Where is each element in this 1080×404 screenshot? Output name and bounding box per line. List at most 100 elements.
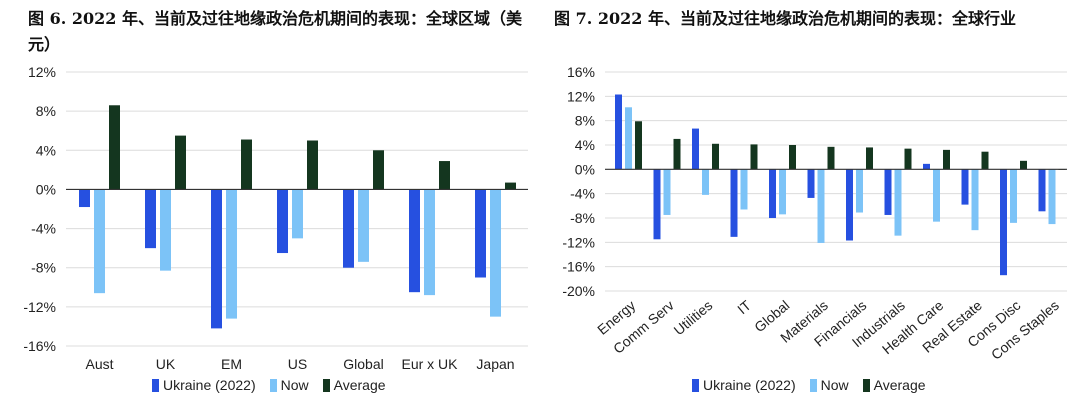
- legend-label: Ukraine (2022): [703, 377, 796, 393]
- x-tick-label: Global: [343, 356, 383, 372]
- y-tick-label: -16%: [23, 338, 56, 354]
- y-tick-label: -12%: [23, 299, 56, 315]
- bar-now: [292, 189, 303, 239]
- bar-ukraine: [730, 169, 738, 237]
- bar-ukraine: [807, 169, 815, 198]
- legend-item-ukraine: Ukraine (2022): [692, 377, 796, 393]
- legend-label: Ukraine (2022): [163, 377, 256, 393]
- bar-average: [1020, 160, 1027, 170]
- x-tick-label: Japan: [476, 356, 514, 372]
- x-tick-label: US: [288, 356, 307, 372]
- legend-item-average: Average: [322, 377, 386, 393]
- bar-average: [750, 144, 758, 170]
- legend-swatch-now: [809, 378, 817, 392]
- bar-average: [673, 138, 681, 170]
- legend-swatch-ukraine: [692, 378, 699, 392]
- bar-ukraine: [211, 189, 222, 329]
- y-tick-label: -20%: [562, 283, 595, 299]
- bar-now: [663, 169, 671, 215]
- legend-item-now: Now: [809, 377, 849, 393]
- bar-average: [241, 139, 252, 190]
- x-tick-label: UK: [156, 356, 176, 372]
- bar-now: [779, 169, 786, 215]
- bar-average: [109, 105, 120, 190]
- chart-panel-sectors: 图 7. 2022 年、当前及过往地缘政治危机期间的表现：全球行业 -20% -1…: [540, 0, 1080, 404]
- legend-swatch-now: [269, 378, 277, 392]
- legend-swatch-average: [322, 378, 330, 392]
- bar-ukraine: [769, 169, 776, 218]
- y-tick-label: 0%: [575, 161, 595, 177]
- bar-average: [175, 135, 186, 190]
- bar-now: [1048, 169, 1056, 225]
- y-tick-label: -8%: [31, 260, 56, 276]
- bar-now: [625, 107, 632, 170]
- chart-regions: -16% -12% -8% -4% 0% 4% 8% 12% Aust UK EM US Global E…: [23, 64, 528, 372]
- chart-legend: Ukraine (2022) Now Average: [152, 377, 386, 393]
- bar-average: [866, 147, 873, 170]
- bar-ukraine: [923, 163, 930, 170]
- bar-now: [94, 189, 105, 294]
- bar-ukraine: [145, 189, 156, 249]
- y-tick-label: 16%: [567, 64, 595, 80]
- bar-now: [226, 189, 237, 319]
- bar-ukraine: [79, 189, 90, 208]
- bar-ukraine: [1038, 169, 1046, 212]
- bar-now: [740, 169, 748, 210]
- bar-now: [894, 169, 902, 236]
- bar-ukraine: [343, 189, 354, 268]
- y-tick-label: 8%: [575, 113, 595, 129]
- legend-item-ukraine: Ukraine (2022): [152, 377, 256, 393]
- bar-now: [817, 169, 825, 243]
- bar-average: [904, 148, 912, 170]
- chart-panel-regions: 图 6. 2022 年、当前及过往地缘政治危机期间的表现：全球区域（美元） -1…: [23, 9, 528, 393]
- bar-average: [439, 161, 450, 190]
- x-tick-label: Eur x UK: [401, 356, 458, 372]
- bar-ukraine: [409, 189, 420, 293]
- y-tick-label: 8%: [36, 103, 56, 119]
- legend-item-average: Average: [862, 377, 926, 393]
- legend-swatch-ukraine: [152, 378, 159, 392]
- x-tick-label: IT: [734, 297, 754, 318]
- bar-now: [490, 189, 501, 317]
- legend-label: Average: [333, 377, 386, 393]
- y-tick-label: -4%: [570, 186, 595, 202]
- bar-now: [933, 169, 940, 222]
- y-tick-label: 12%: [28, 64, 56, 80]
- y-tick-label: -8%: [570, 210, 595, 226]
- y-tick-label: 4%: [36, 142, 56, 158]
- bar-ukraine: [846, 169, 853, 241]
- y-tick-label: 0%: [36, 181, 56, 197]
- bar-ukraine: [692, 128, 699, 170]
- bar-average: [827, 146, 835, 170]
- bar-now: [160, 189, 171, 271]
- chart-title: 图 7. 2022 年、当前及过往地缘政治危机期间的表现：全球行业: [554, 9, 1016, 28]
- chart-title: 图 6. 2022 年、当前及过往地缘政治危机期间的表现：全球区域（美元）: [28, 9, 522, 54]
- legend-item-now: Now: [269, 377, 309, 393]
- chart-sectors: -20%-16%-12%-8%-4%0%4%8%12%16%EnergyComm…: [562, 64, 1067, 363]
- bar-average: [505, 182, 516, 190]
- bar-average: [789, 145, 796, 170]
- y-tick-label: 4%: [575, 137, 595, 153]
- bar-now: [971, 169, 979, 231]
- y-tick-label: -12%: [562, 234, 595, 250]
- bar-ukraine: [1000, 169, 1007, 276]
- x-tick-label: Aust: [85, 356, 113, 372]
- legend-label: Average: [873, 377, 926, 393]
- bar-now: [1010, 169, 1017, 223]
- legend-label: Now: [820, 377, 849, 393]
- bar-average: [981, 151, 989, 170]
- bar-now: [702, 169, 709, 195]
- bar-average: [943, 149, 950, 170]
- bar-now: [424, 189, 435, 296]
- bar-ukraine: [961, 169, 969, 205]
- y-tick-label: 12%: [567, 88, 595, 104]
- x-tick-label: Cons Staples: [988, 297, 1062, 363]
- bar-average: [373, 150, 384, 190]
- bar-now: [856, 169, 863, 213]
- bar-ukraine: [884, 169, 892, 215]
- bar-ukraine: [653, 169, 661, 240]
- y-tick-label: -16%: [562, 259, 595, 275]
- chart-legend: Ukraine (2022) Now Average: [692, 377, 926, 393]
- bar-now: [358, 189, 369, 262]
- bar-average: [307, 140, 318, 190]
